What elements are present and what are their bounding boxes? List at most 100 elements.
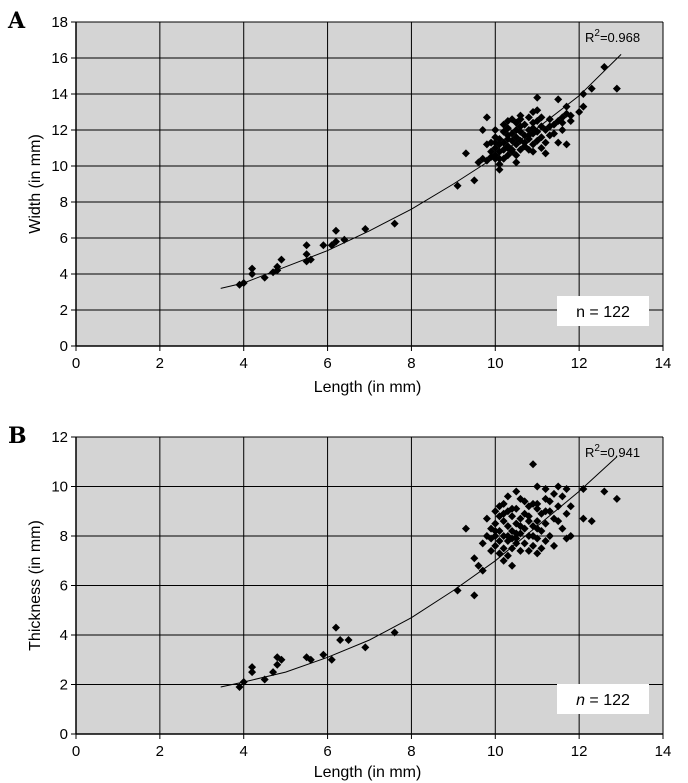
data-point — [541, 149, 550, 158]
data-point — [499, 120, 508, 129]
data-point — [495, 549, 504, 558]
data-point — [587, 84, 596, 93]
data-point — [487, 546, 496, 555]
data-point — [495, 165, 504, 174]
x-tick-label: 8 — [407, 355, 415, 372]
data-point — [558, 126, 567, 134]
data-point — [277, 255, 286, 264]
data-point — [541, 519, 550, 528]
data-point — [516, 494, 525, 503]
data-point — [545, 122, 554, 131]
data-point — [516, 514, 525, 523]
y-tick-label: 6 — [60, 230, 68, 247]
data-point — [554, 95, 563, 104]
data-point — [491, 507, 500, 516]
data-point — [541, 536, 550, 545]
data-point — [306, 255, 315, 264]
x-tick-label: 6 — [323, 743, 331, 760]
data-point — [533, 524, 542, 533]
data-point — [545, 507, 554, 516]
y-tick-label: 16 — [51, 50, 68, 67]
data-point — [562, 140, 571, 149]
data-point — [248, 668, 257, 677]
data-point — [306, 655, 315, 664]
x-tick-label: 0 — [72, 355, 80, 372]
data-point — [470, 176, 479, 185]
data-point — [499, 509, 508, 518]
data-point — [579, 514, 588, 523]
data-point — [533, 504, 542, 513]
sample-size-box — [557, 296, 649, 326]
x-tick-label: 0 — [72, 743, 80, 760]
x-tick-label: 2 — [156, 355, 164, 372]
data-point — [566, 111, 575, 120]
data-point — [516, 127, 525, 136]
data-point — [520, 138, 529, 147]
y-tick-label: 18 — [51, 14, 68, 31]
data-point — [562, 102, 571, 111]
y-tick-label: 12 — [51, 429, 68, 446]
data-point — [302, 241, 311, 250]
data-point — [474, 561, 483, 570]
data-point — [327, 655, 336, 664]
data-point — [499, 517, 508, 526]
data-point — [361, 225, 370, 233]
y-tick-label: 0 — [60, 726, 68, 743]
data-point — [541, 138, 550, 147]
x-tick-label: 12 — [571, 743, 588, 760]
x-tick-label: 12 — [571, 355, 588, 372]
y-tick-label: 6 — [60, 578, 68, 595]
data-point — [587, 517, 596, 526]
r-squared-label: R2=0.941 — [585, 443, 640, 460]
data-point — [512, 539, 521, 548]
data-point — [453, 181, 462, 190]
data-point — [470, 554, 479, 563]
data-point — [512, 504, 521, 513]
y-tick-label: 8 — [60, 528, 68, 545]
data-point — [508, 504, 517, 513]
data-point — [529, 532, 538, 540]
data-point — [239, 678, 248, 687]
data-point — [516, 529, 525, 538]
data-point — [239, 279, 248, 287]
x-tick-label: 10 — [487, 743, 504, 760]
data-point — [508, 561, 517, 570]
data-point — [512, 529, 521, 538]
data-point — [487, 138, 496, 147]
data-point — [524, 131, 533, 140]
data-point — [533, 549, 542, 558]
data-point — [579, 102, 588, 111]
data-point — [495, 154, 504, 163]
data-point — [537, 144, 546, 152]
data-point — [361, 643, 370, 652]
y-tick-label: 14 — [51, 86, 68, 103]
data-point — [453, 586, 462, 595]
data-point — [503, 522, 512, 531]
data-point — [537, 113, 546, 122]
data-point — [491, 138, 500, 147]
data-point — [340, 235, 349, 244]
data-point — [558, 492, 567, 501]
y-axis-title: Width (in mm) — [27, 134, 44, 234]
data-point — [508, 147, 517, 156]
data-point — [319, 650, 328, 659]
data-point — [549, 129, 558, 138]
data-point — [512, 158, 521, 167]
data-point — [512, 534, 521, 543]
data-point — [478, 539, 487, 548]
y-axis-title: Thickness (in mm) — [27, 520, 44, 651]
data-point — [508, 512, 517, 521]
data-point — [575, 108, 584, 116]
x-tick-label: 14 — [655, 355, 672, 372]
chart-panel-b: 0 2 4 6 8 10 12 0 2 4 6 8 10 12 14 Length (in mm) Thickn… — [8, 423, 671, 781]
data-point — [470, 591, 479, 600]
data-point — [529, 541, 538, 550]
data-point — [390, 628, 399, 637]
panel-letter: A — [7, 8, 26, 34]
data-point — [491, 126, 500, 134]
data-point — [533, 93, 542, 102]
data-point — [562, 509, 571, 518]
data-point — [533, 106, 542, 115]
x-axis-title: Length (in mm) — [314, 764, 422, 781]
data-point — [554, 517, 563, 526]
